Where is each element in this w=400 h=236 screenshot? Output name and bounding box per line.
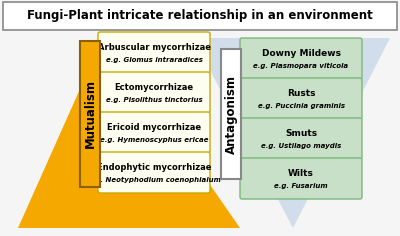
FancyBboxPatch shape (240, 78, 362, 119)
Text: e.g. Pisolithus tinctorius: e.g. Pisolithus tinctorius (106, 97, 202, 103)
Text: e.g. Hymenoscyphus ericae: e.g. Hymenoscyphus ericae (100, 137, 208, 143)
FancyBboxPatch shape (98, 112, 210, 153)
Text: Fungi-Plant intricate relationship in an environment: Fungi-Plant intricate relationship in an… (27, 9, 373, 22)
FancyBboxPatch shape (98, 152, 210, 193)
FancyBboxPatch shape (221, 49, 241, 179)
FancyBboxPatch shape (240, 38, 362, 79)
Text: e.g. Fusarium: e.g. Fusarium (274, 183, 328, 189)
Text: Antagonism: Antagonism (224, 75, 238, 153)
Text: Downy Mildews: Downy Mildews (262, 49, 340, 58)
Text: Wilts: Wilts (288, 169, 314, 177)
FancyBboxPatch shape (240, 158, 362, 199)
Text: Ectomycorrhizae: Ectomycorrhizae (114, 83, 194, 92)
Text: Rusts: Rusts (287, 88, 315, 97)
FancyBboxPatch shape (98, 72, 210, 113)
Text: e.g. Puccinia graminis: e.g. Puccinia graminis (258, 103, 344, 109)
Text: Ericoid mycorrhizae: Ericoid mycorrhizae (107, 122, 201, 131)
Text: Mutualism: Mutualism (84, 80, 96, 148)
Text: e.g. Glomus intraradices: e.g. Glomus intraradices (106, 57, 202, 63)
Text: e.g. Plasmopara viticola: e.g. Plasmopara viticola (254, 63, 348, 69)
FancyBboxPatch shape (240, 118, 362, 159)
Polygon shape (193, 38, 390, 228)
Text: e.g. Neotyphodium coenophialum: e.g. Neotyphodium coenophialum (88, 177, 220, 183)
Text: e.g. Ustilago maydis: e.g. Ustilago maydis (261, 143, 341, 149)
Text: Arbuscular mycorrhizae: Arbuscular mycorrhizae (98, 42, 210, 51)
FancyBboxPatch shape (3, 2, 397, 30)
FancyBboxPatch shape (80, 41, 100, 187)
Text: Smuts: Smuts (285, 128, 317, 138)
Text: Endophytic mycorrhizae: Endophytic mycorrhizae (97, 163, 211, 172)
Polygon shape (18, 33, 240, 228)
FancyBboxPatch shape (98, 32, 210, 73)
